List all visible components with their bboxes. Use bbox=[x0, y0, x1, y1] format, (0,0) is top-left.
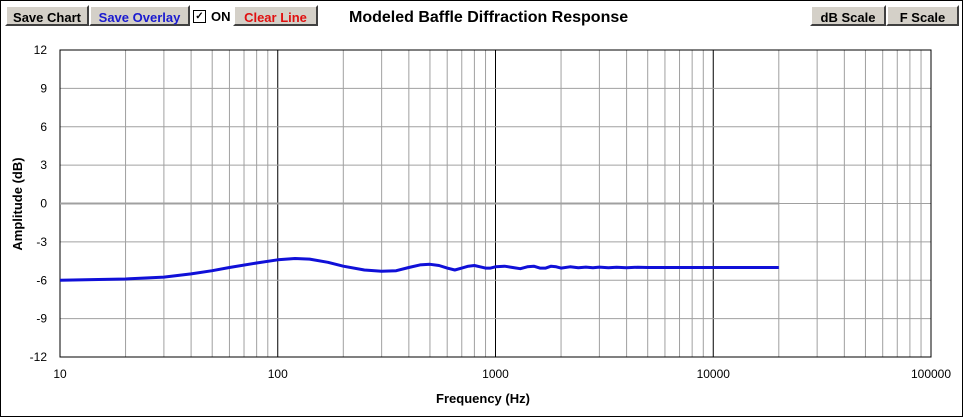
x-tick-label: 100000 bbox=[911, 367, 951, 381]
y-axis-label: Amplitude (dB) bbox=[10, 157, 25, 250]
clear-line-button[interactable]: Clear Line bbox=[233, 5, 318, 26]
y-tick-label: 3 bbox=[40, 158, 47, 172]
y-tick-label: 6 bbox=[40, 120, 47, 134]
y-tick-label: -6 bbox=[36, 273, 47, 287]
y-tick-label: 9 bbox=[40, 81, 47, 95]
save-chart-button[interactable]: Save Chart bbox=[5, 5, 89, 26]
x-tick-label: 10000 bbox=[697, 367, 731, 381]
y-tick-label: 12 bbox=[34, 43, 48, 57]
y-tick-label: -3 bbox=[36, 235, 47, 249]
y-tick-label: -9 bbox=[36, 312, 47, 326]
overlay-toggle[interactable]: ✓ ON bbox=[193, 7, 231, 25]
chart-title: Modeled Baffle Diffraction Response bbox=[349, 9, 629, 26]
x-tick-label: 10 bbox=[53, 367, 67, 381]
overlay-checkbox[interactable]: ✓ bbox=[193, 9, 206, 23]
x-axis-label: Frequency (Hz) bbox=[436, 391, 530, 406]
db-scale-button[interactable]: dB Scale bbox=[810, 5, 886, 26]
y-tick-label: 0 bbox=[40, 197, 47, 211]
save-overlay-button[interactable]: Save Overlay bbox=[89, 5, 190, 26]
x-axis-ticks: 10 100 1000 10000 100000 bbox=[53, 367, 951, 381]
f-scale-button[interactable]: F Scale bbox=[886, 5, 959, 26]
x-tick-label: 1000 bbox=[482, 367, 509, 381]
series-line bbox=[59, 257, 779, 282]
y-tick-label: -12 bbox=[30, 350, 48, 364]
y-axis-ticks: 12 9 6 3 0 -3 -6 -9 -12 bbox=[30, 43, 48, 364]
overlay-toggle-label: ON bbox=[211, 8, 231, 24]
x-tick-label: 100 bbox=[268, 367, 288, 381]
